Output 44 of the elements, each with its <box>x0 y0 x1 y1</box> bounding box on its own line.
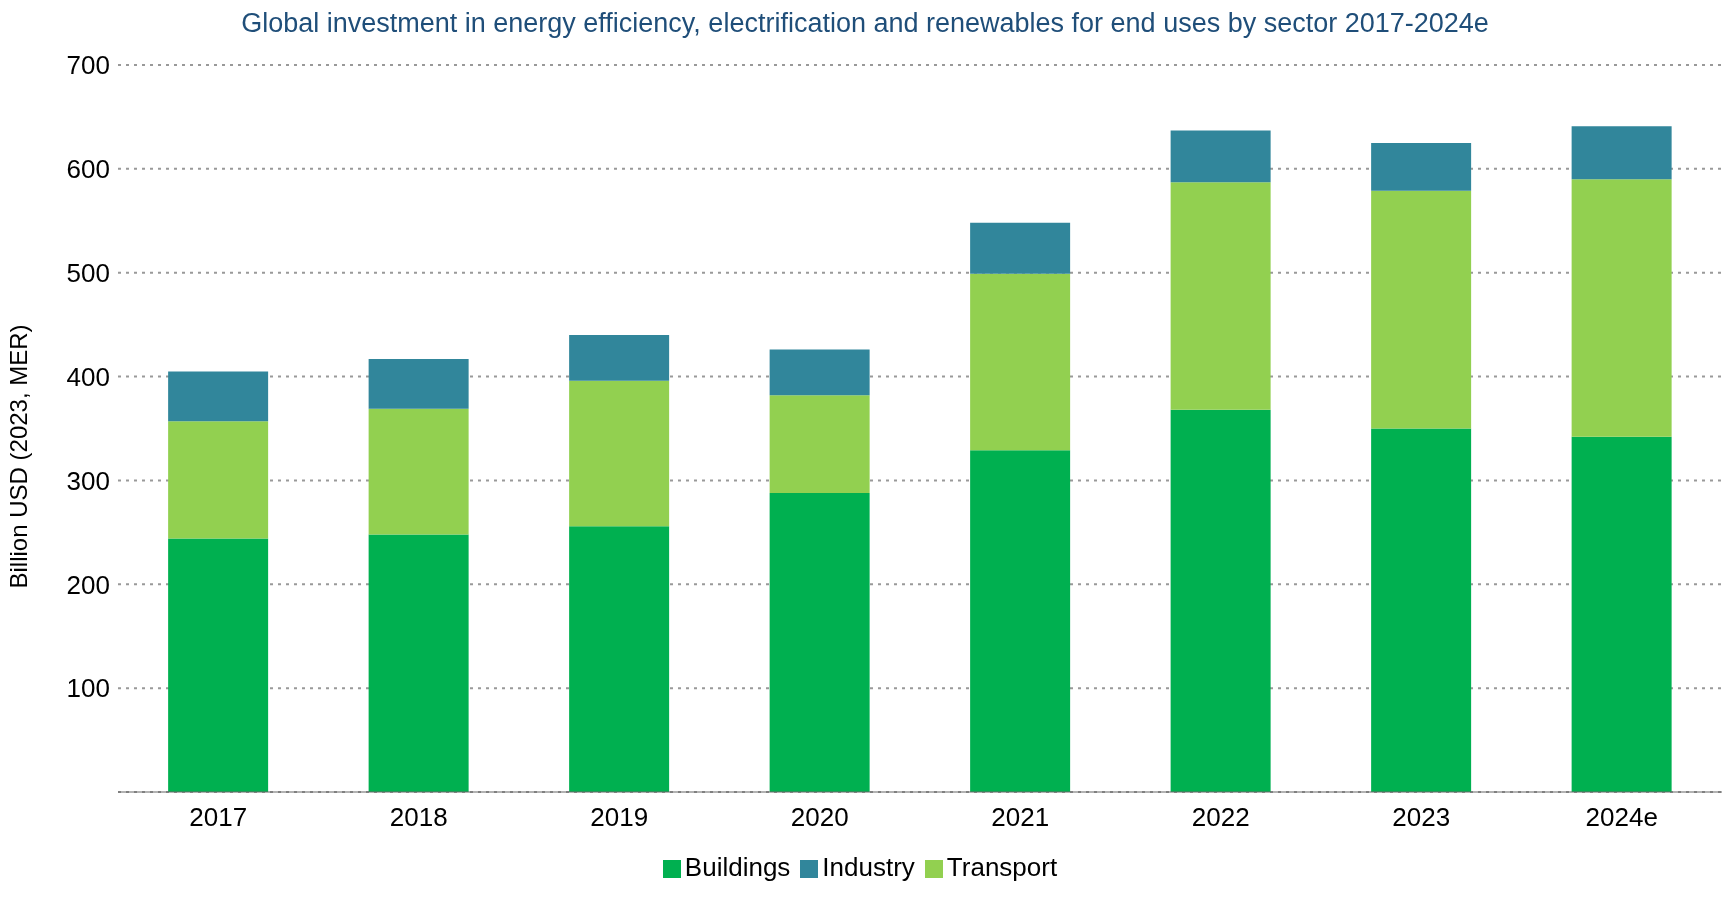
bar <box>569 380 670 527</box>
x-tick-label: 2024e <box>1585 802 1658 833</box>
bar <box>1571 179 1672 437</box>
bar <box>569 526 670 792</box>
bar <box>1371 142 1472 191</box>
legend-label: Transport <box>946 852 1058 882</box>
bar <box>168 538 269 792</box>
y-tick-label: 700 <box>66 50 110 81</box>
legend-label: Industry <box>822 852 915 882</box>
y-axis-title: Billion USD (2023, MER) <box>4 324 32 589</box>
bar <box>1571 436 1672 792</box>
legend-label: Buildings <box>684 852 791 882</box>
bar <box>168 421 269 539</box>
bar <box>1170 130 1271 183</box>
x-tick-label: 2017 <box>189 802 248 833</box>
x-tick-label: 2018 <box>389 802 448 833</box>
y-tick-label: 200 <box>66 569 110 600</box>
y-tick-label: 300 <box>66 465 110 496</box>
bar <box>769 349 870 396</box>
bar <box>970 450 1071 792</box>
bar <box>769 395 870 493</box>
bar <box>1170 182 1271 410</box>
bar <box>1371 190 1472 429</box>
chart-title: Global investment in energy efficiency, electrification and renewables for end uses by sector 2017-2024e <box>240 8 1490 39</box>
bar <box>368 358 469 409</box>
bar <box>970 222 1071 274</box>
y-tick-label: 400 <box>66 361 110 392</box>
bar <box>1170 409 1271 792</box>
x-tick-label: 2019 <box>590 802 649 833</box>
y-tick-label: 600 <box>66 154 110 185</box>
y-tick-label: 100 <box>66 673 110 704</box>
bar <box>1371 428 1472 792</box>
bar <box>368 534 469 792</box>
y-tick-label: 500 <box>66 257 110 288</box>
x-tick-label: 2023 <box>1392 802 1451 833</box>
x-tick-label: 2021 <box>991 802 1050 833</box>
bar <box>1571 126 1672 180</box>
x-tick-label: 2022 <box>1191 802 1250 833</box>
bar <box>569 335 670 381</box>
bar <box>168 371 269 422</box>
bar <box>368 408 469 535</box>
x-tick-label: 2020 <box>790 802 849 833</box>
bar <box>970 273 1071 451</box>
bar <box>769 492 870 792</box>
